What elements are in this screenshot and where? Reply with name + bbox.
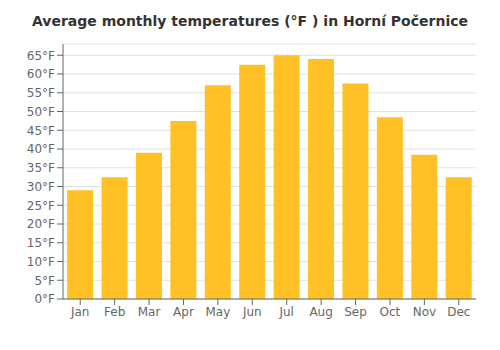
svg-text:Oct: Oct — [380, 305, 401, 319]
html-text:Average monthly temperatures (: Average monthly temperatures (°F ) in Ho… — [32, 13, 468, 29]
svg-text:Nov: Nov — [413, 305, 436, 319]
svg-text:50°F: 50°F — [27, 105, 55, 119]
svg-text:0°F: 0°F — [34, 292, 55, 306]
svg-text:10°F: 10°F — [27, 255, 55, 269]
svg-text:30°F: 30°F — [27, 180, 55, 194]
svg-text:Feb: Feb — [104, 305, 125, 319]
svg-text:Mar: Mar — [138, 305, 161, 319]
svg-text:15°F: 15°F — [27, 236, 55, 250]
svg-text:May: May — [205, 305, 230, 319]
svg-text:Apr: Apr — [173, 305, 194, 319]
svg-text:Aug: Aug — [309, 305, 332, 319]
svg-text:Jan: Jan — [70, 305, 90, 319]
svg-text:25°F: 25°F — [27, 199, 55, 213]
svg-text:20°F: 20°F — [27, 217, 55, 231]
svg-text:35°F: 35°F — [27, 161, 55, 175]
svg-text:55°F: 55°F — [27, 86, 55, 100]
svg-text:Sep: Sep — [344, 305, 367, 319]
svg-text:5°F: 5°F — [34, 274, 55, 288]
svg-text:Jul: Jul — [278, 305, 293, 319]
svg-text:40°F: 40°F — [27, 142, 55, 156]
svg-text:60°F: 60°F — [27, 67, 55, 81]
svg-text:45°F: 45°F — [27, 124, 55, 138]
svg-text:65°F: 65°F — [27, 49, 55, 63]
svg-text:Dec: Dec — [447, 305, 470, 319]
svg-text:Jun: Jun — [242, 305, 262, 319]
